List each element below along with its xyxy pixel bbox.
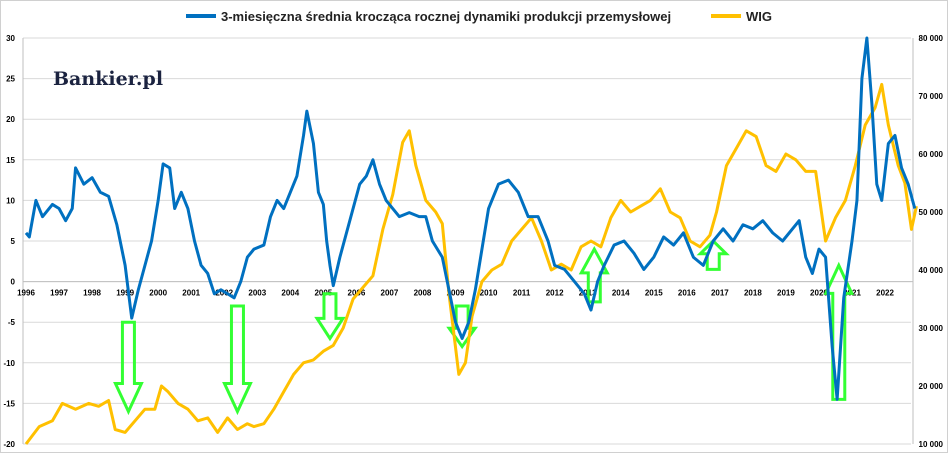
x-tick-label: 2007: [381, 289, 399, 298]
x-tick-label: 2019: [777, 289, 795, 298]
x-tick-label: 2016: [678, 289, 696, 298]
right-tick-label: 70 000: [919, 92, 944, 101]
x-tick-label: 2004: [281, 289, 299, 298]
x-tick-label: 2011: [513, 289, 531, 298]
x-tick-label: 2003: [248, 289, 266, 298]
arrow-down-annotation: [113, 320, 144, 416]
left-tick-label: 30: [6, 34, 15, 43]
right-tick-label: 50 000: [919, 208, 944, 217]
right-tick-label: 40 000: [919, 266, 944, 275]
series-line-wig: [24, 82, 918, 445]
right-tick-label: 80 000: [919, 34, 944, 43]
left-tick-label: 10: [6, 196, 15, 205]
arrow-up-annotation: [696, 238, 730, 271]
x-tick-label: 2017: [711, 289, 729, 298]
x-tick-label: 2014: [612, 289, 630, 298]
left-tick-label: -5: [8, 318, 16, 327]
right-tick-label: 60 000: [919, 150, 944, 159]
legend-label-production: 3-miesięczna średnia krocząca rocznej dy…: [221, 9, 671, 24]
x-tick-label: 2018: [744, 289, 762, 298]
x-tick-label: 1999: [116, 289, 134, 298]
left-tick-label: 0: [11, 278, 16, 287]
right-tick-label: 10 000: [919, 440, 944, 449]
right-tick-label: 30 000: [919, 324, 944, 333]
arrow-up-annotation: [578, 245, 610, 304]
left-tick-label: 20: [6, 115, 15, 124]
x-tick-label: 2015: [645, 289, 663, 298]
x-tick-label: 2020: [810, 289, 828, 298]
right-tick-label: 20 000: [919, 382, 944, 391]
legend-label-wig: WIG: [746, 9, 772, 24]
x-tick-label: 2022: [876, 289, 894, 298]
left-tick-label: -15: [3, 399, 15, 408]
x-tick-label: 1997: [50, 289, 68, 298]
x-tick-label: 1998: [83, 289, 101, 298]
x-tick-label: 2001: [182, 289, 200, 298]
x-tick-label: 2012: [546, 289, 564, 298]
x-tick-label: 2000: [149, 289, 167, 298]
left-tick-label: 15: [6, 156, 15, 165]
left-tick-label: 5: [11, 237, 16, 246]
x-tick-label: 1996: [17, 289, 35, 298]
left-tick-label: -10: [3, 359, 15, 368]
series-line-production: [24, 36, 917, 401]
x-tick-label: 2010: [480, 289, 498, 298]
left-tick-label: -20: [3, 440, 15, 449]
arrow-down-annotation: [314, 292, 346, 342]
left-tick-label: 25: [6, 75, 15, 84]
arrow-down-annotation: [222, 304, 253, 416]
x-tick-label: 2008: [414, 289, 432, 298]
x-tick-label: 2009: [447, 289, 465, 298]
bankier-logo: Bankier.pl: [53, 68, 163, 90]
